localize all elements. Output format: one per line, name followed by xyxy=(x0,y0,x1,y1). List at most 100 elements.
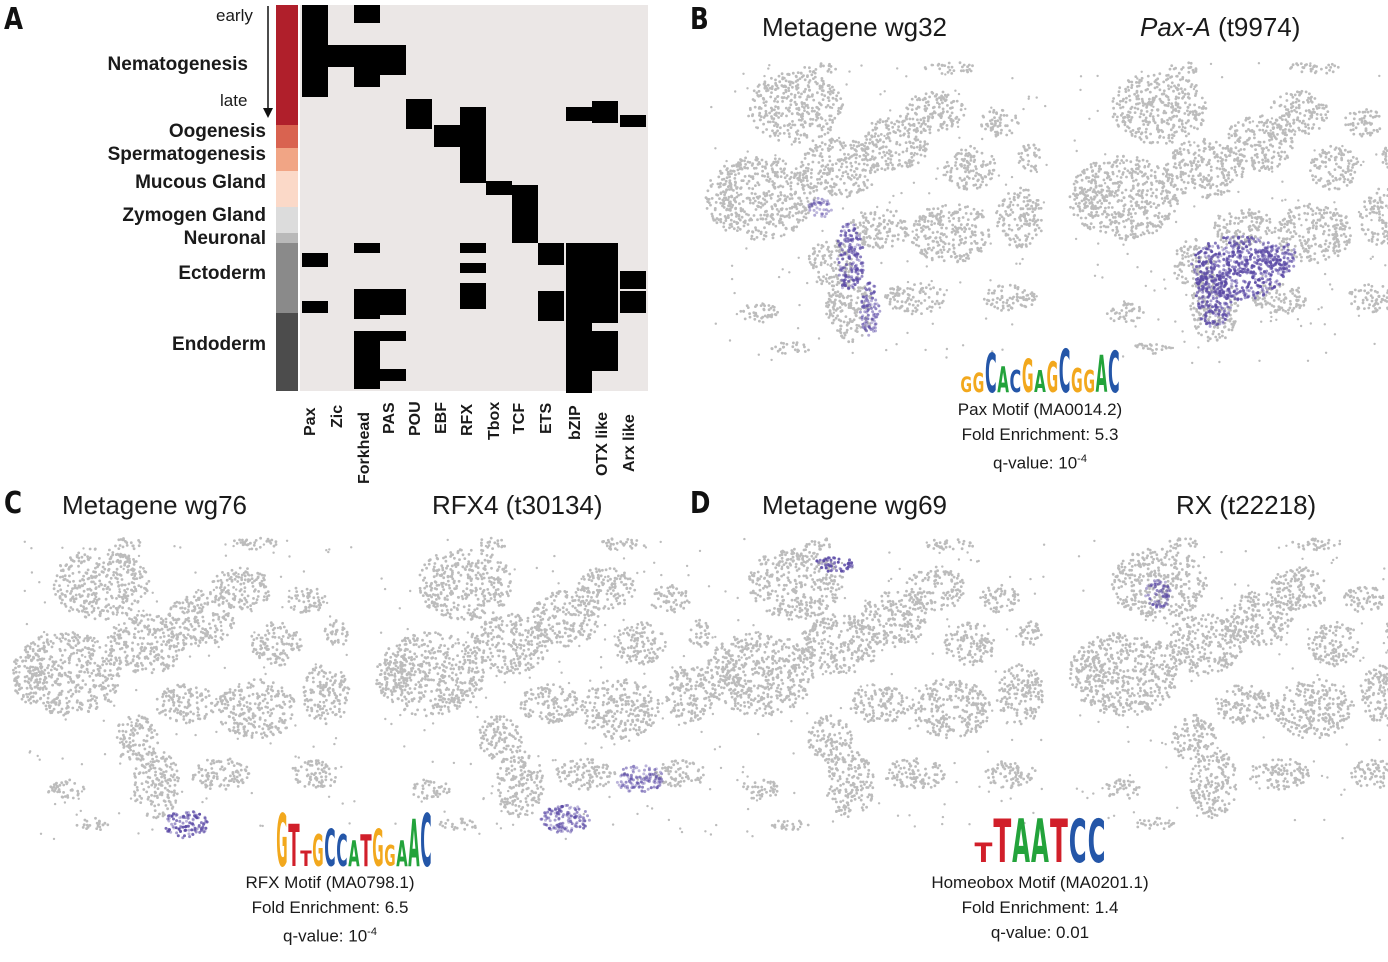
motif-base: G xyxy=(1071,361,1083,400)
panel-c-letter: C xyxy=(4,486,23,521)
motif-base: C xyxy=(324,819,335,878)
pax-a-transcript-id: (t9974) xyxy=(1210,12,1301,42)
heatmap-cell xyxy=(620,115,646,127)
motif-base: A xyxy=(1012,807,1030,877)
pax-a-gene-name: Pax-A xyxy=(1140,12,1211,42)
heatmap-cell xyxy=(460,107,486,129)
motif-base: G xyxy=(1083,365,1095,400)
column-label-tbox: Tbox xyxy=(486,401,503,440)
row-color-bar xyxy=(276,233,298,243)
motif-base: A xyxy=(408,807,419,882)
column-label-zic: Zic xyxy=(329,404,346,428)
pax-fold-enrichment: Fold Enrichment: 5.3 xyxy=(961,425,1119,444)
motif-base: A xyxy=(348,834,359,875)
heatmap-cell xyxy=(302,301,328,313)
motif-base: A xyxy=(1096,346,1108,405)
arrow-end-label: late xyxy=(220,91,248,110)
expression-points xyxy=(815,556,854,573)
column-label-tcf: TCF xyxy=(511,402,528,434)
panel-b-left-title: Metagene wg32 xyxy=(762,12,948,42)
heatmap-cell xyxy=(380,57,406,75)
panel-c-left-title: Metagene wg76 xyxy=(62,490,248,520)
column-label-arx-like: Arx like xyxy=(621,414,638,472)
column-label-forkhead: Forkhead xyxy=(356,411,373,484)
heatmap-cell xyxy=(538,243,564,265)
expression-points xyxy=(1144,579,1172,609)
tsne-points xyxy=(1068,537,1388,840)
motif-base: T xyxy=(300,847,312,872)
motif-base: G xyxy=(973,368,985,399)
panel-b-letter: B xyxy=(690,2,709,37)
heatmap-cell xyxy=(512,185,538,243)
expression-points xyxy=(164,810,209,840)
motif-base: C xyxy=(420,799,431,883)
panel-d-letter: D xyxy=(690,486,711,521)
motif-base: G xyxy=(384,839,395,873)
panel-d-left-title: Metagene wg69 xyxy=(762,490,948,520)
row-color-bar xyxy=(276,171,298,207)
heatmap-cell xyxy=(538,291,564,321)
expression-points xyxy=(539,764,664,834)
row-label-mucous-gland: Mucous Gland xyxy=(135,172,266,193)
motif-base: G xyxy=(372,819,383,878)
tsne-points xyxy=(706,537,1046,838)
heatmap-cell xyxy=(302,5,328,97)
row-label-neuronal: Neuronal xyxy=(183,228,266,249)
heatmap-cell xyxy=(592,243,618,323)
heatmap-cell xyxy=(592,101,618,123)
tsne-points xyxy=(12,536,356,841)
heatmap-cell xyxy=(566,243,592,393)
motif-base: C xyxy=(985,342,997,405)
column-label-ets: ETS xyxy=(538,402,555,434)
row-color-bar xyxy=(276,243,298,313)
panel-d-stats: Homeobox Motif (MA0201.1) Fold Enrichmen… xyxy=(900,870,1180,945)
heatmap-cell xyxy=(354,331,380,389)
heatmap-cell xyxy=(620,291,646,313)
heatmap-cell xyxy=(380,289,406,315)
row-color-bar xyxy=(276,5,298,125)
row-label-oogenesis: Oogenesis xyxy=(168,121,266,142)
arrow-start-label: early xyxy=(216,6,253,25)
row-color-bar xyxy=(276,148,298,171)
tsne-plot-d-left xyxy=(706,537,1046,838)
column-label-pax: Pax xyxy=(302,407,319,436)
rfx-q-value: q-value: 10-4 xyxy=(283,926,377,946)
motif-base: T xyxy=(974,838,992,869)
heatmap-cell xyxy=(406,99,432,129)
row-color-bar xyxy=(276,125,298,148)
column-label-bzip: bZIP xyxy=(567,405,584,440)
motif-base: C xyxy=(1059,337,1071,407)
motif-base: A xyxy=(396,834,407,875)
motif-base: C xyxy=(1010,365,1022,400)
row-color-bar xyxy=(276,313,298,391)
row-label-spermatogenesis: Spermatogenesis xyxy=(107,144,266,165)
heatmap-cell xyxy=(354,289,380,319)
panel-d-right-title: RX (t22218) xyxy=(1176,490,1317,520)
homeobox-fold-enrichment: Fold Enrichment: 1.4 xyxy=(961,898,1119,917)
homeobox-motif-name: Homeobox Motif (MA0201.1) xyxy=(931,873,1149,892)
homeobox-q-value: q-value: 0.01 xyxy=(990,923,1090,942)
expression-points xyxy=(807,196,882,337)
column-label-rfx: RFX xyxy=(459,404,476,436)
row-label-nematogenesis: Nematogenesis xyxy=(107,54,248,75)
pax-q-value: q-value: 10-4 xyxy=(993,453,1087,473)
panel-c-right-title: RFX4 (t30134) xyxy=(432,490,603,520)
column-label-ebf: EBF xyxy=(433,402,450,434)
motif-base: A xyxy=(1031,807,1049,877)
motif-base: A xyxy=(1034,365,1046,400)
panel-a-letter: A xyxy=(4,2,24,37)
expression-points xyxy=(1190,235,1297,328)
heatmap-cell xyxy=(354,57,380,87)
heatmap-cell xyxy=(328,45,354,67)
motif-base: C xyxy=(336,827,347,877)
row-label-ectoderm: Ectoderm xyxy=(178,263,266,284)
column-label-otx-like: OTX like xyxy=(594,411,611,476)
time-arrow xyxy=(263,6,273,118)
heatmap-cell xyxy=(460,125,486,183)
row-label-zymogen-gland: Zymogen Gland xyxy=(122,205,266,226)
tsne-plot-c-left xyxy=(12,536,356,841)
column-label-pou: POU xyxy=(407,401,424,436)
